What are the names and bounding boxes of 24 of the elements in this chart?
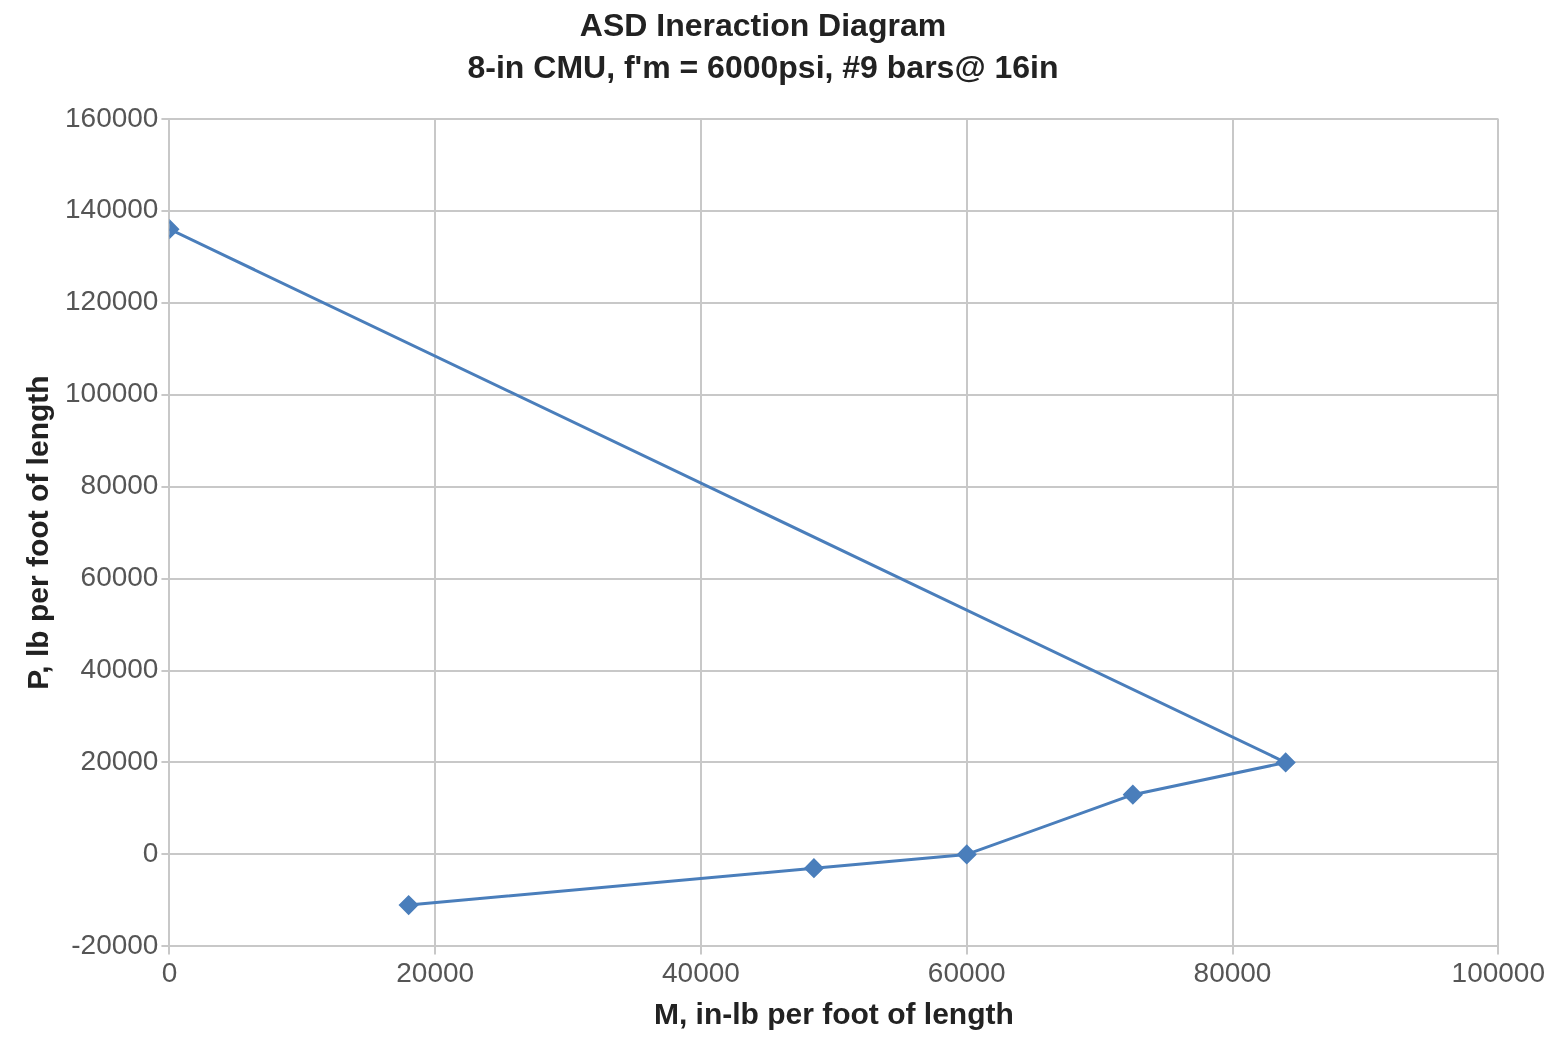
y-tick-label: 40000 bbox=[80, 653, 159, 685]
y-tick-label: 120000 bbox=[65, 285, 159, 317]
y-tick-label: 140000 bbox=[65, 193, 159, 225]
x-tick-label: 80000 bbox=[1193, 956, 1272, 988]
point bbox=[1123, 785, 1143, 805]
x-tick-label: 100000 bbox=[1451, 956, 1545, 988]
y-tick-label: -20000 bbox=[71, 929, 159, 961]
y-axis-title: P, lb per foot of length bbox=[21, 375, 55, 690]
x-tick-label: 20000 bbox=[396, 956, 475, 988]
chart-title: ASD Ineraction Diagram bbox=[579, 7, 947, 44]
y-tick-label: 80000 bbox=[80, 469, 159, 501]
point bbox=[399, 895, 419, 915]
x-tick-label: 40000 bbox=[662, 956, 740, 988]
x-tick-label: 60000 bbox=[927, 956, 1006, 988]
y-tick-label: 60000 bbox=[80, 561, 159, 593]
point bbox=[804, 858, 824, 878]
chart-subtitle: 8-in CMU, f'm = 6000psi, #9 bars@ 16in bbox=[467, 49, 1059, 86]
y-tick-label: 160000 bbox=[65, 101, 159, 133]
y-tick-label: 20000 bbox=[80, 745, 159, 777]
x-axis-title: M, in-lb per foot of length bbox=[653, 997, 1014, 1031]
y-tick-label: 100000 bbox=[65, 377, 159, 409]
y-tick-label: 0 bbox=[142, 837, 159, 869]
point bbox=[1276, 752, 1296, 772]
point bbox=[957, 844, 977, 864]
